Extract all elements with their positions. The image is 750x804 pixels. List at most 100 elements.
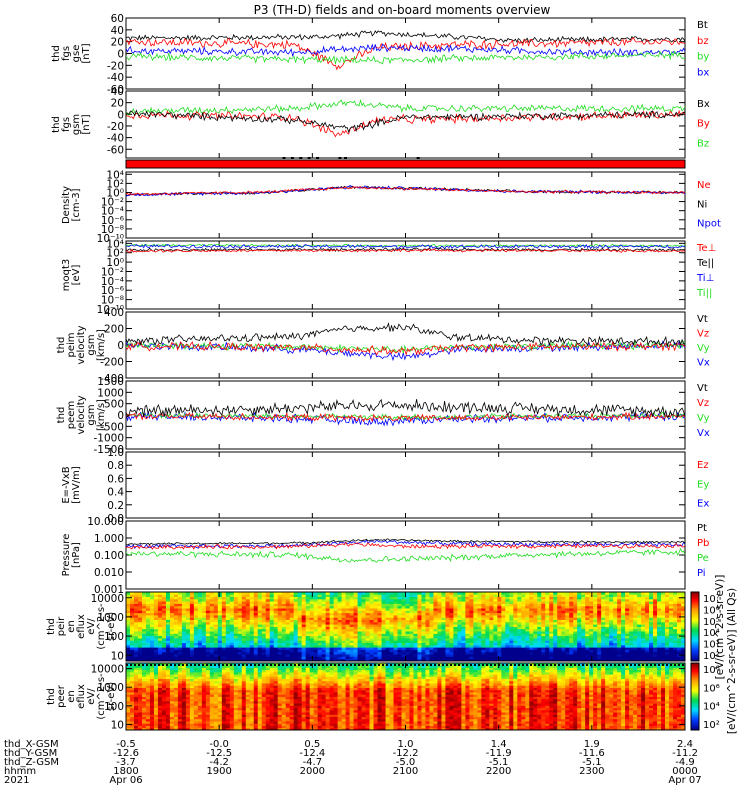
spectrogram-cell [218,610,222,613]
spectrogram-cell [158,615,162,618]
spectrogram-cell [402,620,406,623]
spectrogram-cell [270,638,274,641]
spectrogram-cell [214,638,218,641]
spectrogram-cell [669,654,673,657]
spectrogram-cell [226,622,230,625]
spectrogram-cell [214,650,218,653]
spectrogram-cell [429,606,433,609]
spectrogram-cell [314,629,318,632]
spectrogram-cell [142,645,146,648]
spectrogram-cell [282,610,286,613]
spectrogram-cell [282,638,286,641]
spectrogram-cell [533,654,537,657]
spectrogram-cell [485,650,489,653]
spectrogram-cell [557,622,561,625]
spectrogram-cell [302,599,306,602]
spectrogram-cell [222,597,226,600]
spectrogram-cell [541,599,545,602]
spectrogram-cell [513,647,517,650]
spectrogram-cell [222,638,226,641]
spectrogram-cell [469,615,473,618]
spectrogram-cell [613,629,617,632]
spectrogram-cell [302,654,306,657]
spectrogram-cell [465,608,469,611]
spectrogram-cell [609,620,613,623]
spectrogram-cell [278,636,282,639]
spectrogram-cell [597,633,601,636]
spectrogram-cell [346,643,350,646]
spectrogram-cell [577,622,581,625]
spectrogram-cell [657,617,661,620]
spectrogram-cell [593,629,597,632]
spectrogram-cell [394,610,398,613]
spectrogram-cell [485,622,489,625]
spectrogram-cell [441,652,445,655]
spectrogram-cell [174,636,178,639]
spectrogram-cell [306,636,310,639]
spectrogram-cell [489,610,493,613]
spectrogram-cell [417,604,421,607]
legend-Pb: Pb [697,538,709,549]
spectrogram-cell [150,599,154,602]
spectrogram-cell [541,633,545,636]
spectrogram-cell [525,608,529,611]
spectrogram-cell [282,629,286,632]
spectrogram-cell [525,656,529,659]
spectrogram-cell [282,643,286,646]
spectrogram-cell [338,617,342,620]
spectrogram-cell [597,656,601,659]
spectrogram-cell [605,606,609,609]
spectrogram-cell [429,610,433,613]
spectrogram-peir_eflux [126,592,685,661]
spectrogram-cell [485,601,489,604]
spectrogram-cell [334,599,338,602]
spectrogram-cell [677,652,681,655]
spectrogram-cell [294,622,298,625]
spectrogram-cell [186,620,190,623]
spectrogram-cell [126,613,130,616]
spectrogram-cell [501,601,505,604]
spectrogram-cell [354,633,358,636]
spectrogram-cell [142,667,146,670]
spectrogram-cell [294,617,298,620]
spectrogram-cell [218,650,222,653]
spectrogram-cell [166,645,170,648]
spectrogram-cell [130,701,134,704]
spectrogram-cell [413,652,417,655]
spectrogram-cell [250,604,254,607]
spectrogram-cell [138,701,142,704]
spectrogram-cell [230,608,234,611]
spectrogram-cell [629,652,633,655]
spectrogram-cell [398,617,402,620]
spectrogram-cell [362,654,366,657]
spectrogram-cell [210,608,214,611]
spectrogram-cell [290,599,294,602]
spectrogram-cell [358,636,362,639]
spectrogram-cell [453,615,457,618]
spectrogram-cell [613,608,617,611]
spectrogram-cell [637,608,641,611]
spectrogram-cell [529,652,533,655]
spectrogram-cell [206,650,210,653]
spectrogram-cell [577,656,581,659]
spectrogram-cell [314,599,318,602]
spectrogram-cell [601,631,605,634]
spectrogram-cell [429,643,433,646]
spectrogram-cell [130,594,134,597]
spectrogram-cell [330,617,334,620]
spectrogram-cell [282,645,286,648]
spectrogram-cell [601,629,605,632]
spectrogram-cell [617,645,621,648]
spectrogram-cell [449,608,453,611]
spectrogram-cell [154,597,158,600]
spectrogram-cell [585,627,589,630]
spectrogram-cell [322,615,326,618]
spectrogram-cell [294,656,298,659]
spectrogram-cell [481,606,485,609]
spectrogram-cell [210,627,214,630]
spectrogram-cell [509,647,513,650]
spectrogram-cell [573,615,577,618]
spectrogram-cell [222,643,226,646]
spectrogram-cell [154,721,158,724]
spectrogram-cell [326,636,330,639]
